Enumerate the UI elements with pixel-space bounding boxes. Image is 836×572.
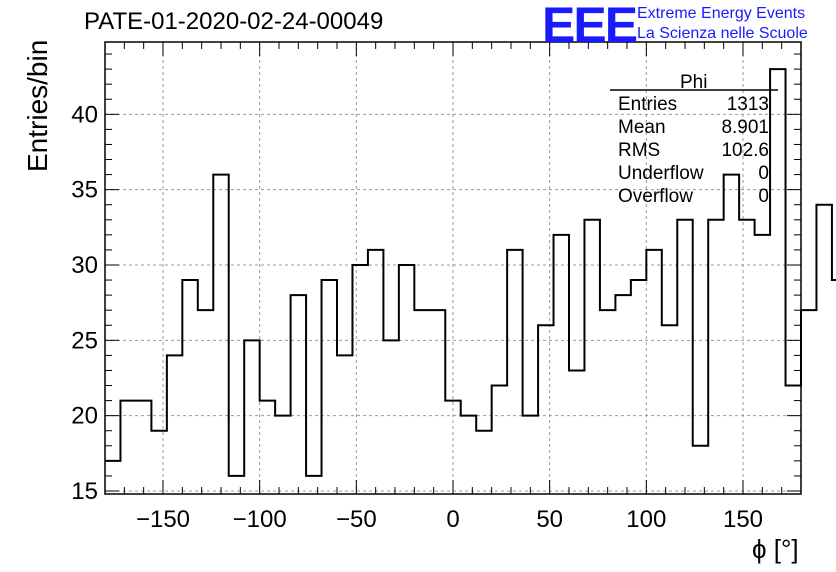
y-tick-label: 25: [71, 327, 98, 354]
logo-line-1: Extreme Energy Events: [637, 5, 806, 22]
histogram-line: [105, 68, 836, 477]
y-tick-label: 40: [71, 101, 98, 128]
stats-value-mean: 8.901: [721, 117, 769, 138]
stats-label-underflow: Underflow: [618, 163, 704, 184]
x-tick-label: 100: [626, 506, 666, 533]
logo-line-2: La Scienza nelle Scuole: [637, 25, 808, 42]
stats-box-title: Phi: [680, 72, 708, 93]
x-axis-label: ϕ [°]: [752, 534, 799, 564]
y-tick-label: 35: [71, 177, 98, 204]
stats-value-rms: 102.6: [721, 140, 769, 161]
tick-labels: −150 −100 −50 0 50 100 150 15 20 25 30 35 40: [71, 101, 763, 533]
stats-label-mean: Mean: [618, 117, 666, 138]
chart-title: PATE-01-2020-02-24-00049: [84, 8, 384, 35]
y-tick-label: 15: [71, 478, 98, 505]
stats-value-underflow: 0: [758, 163, 769, 184]
y-tick-label: 20: [71, 403, 98, 430]
y-tick-label: 30: [71, 252, 98, 279]
stats-value-overflow: 0: [758, 186, 769, 207]
x-tick-label: −100: [233, 506, 287, 533]
y-axis-label: Entries/bin: [22, 39, 53, 172]
eee-logo-mark: EEE: [542, 0, 638, 53]
stats-label-rms: RMS: [618, 140, 661, 161]
x-tick-label: −50: [336, 506, 377, 533]
ticks-layer: [104, 42, 802, 494]
grid-layer: [105, 42, 801, 494]
x-tick-label: 50: [536, 506, 563, 533]
x-tick-label: 150: [723, 506, 763, 533]
x-tick-label: 0: [446, 506, 459, 533]
stats-value-entries: 1313: [726, 94, 769, 115]
stats-label-entries: Entries: [618, 94, 678, 115]
stats-label-overflow: Overflow: [618, 186, 693, 207]
x-tick-label: −150: [136, 506, 190, 533]
